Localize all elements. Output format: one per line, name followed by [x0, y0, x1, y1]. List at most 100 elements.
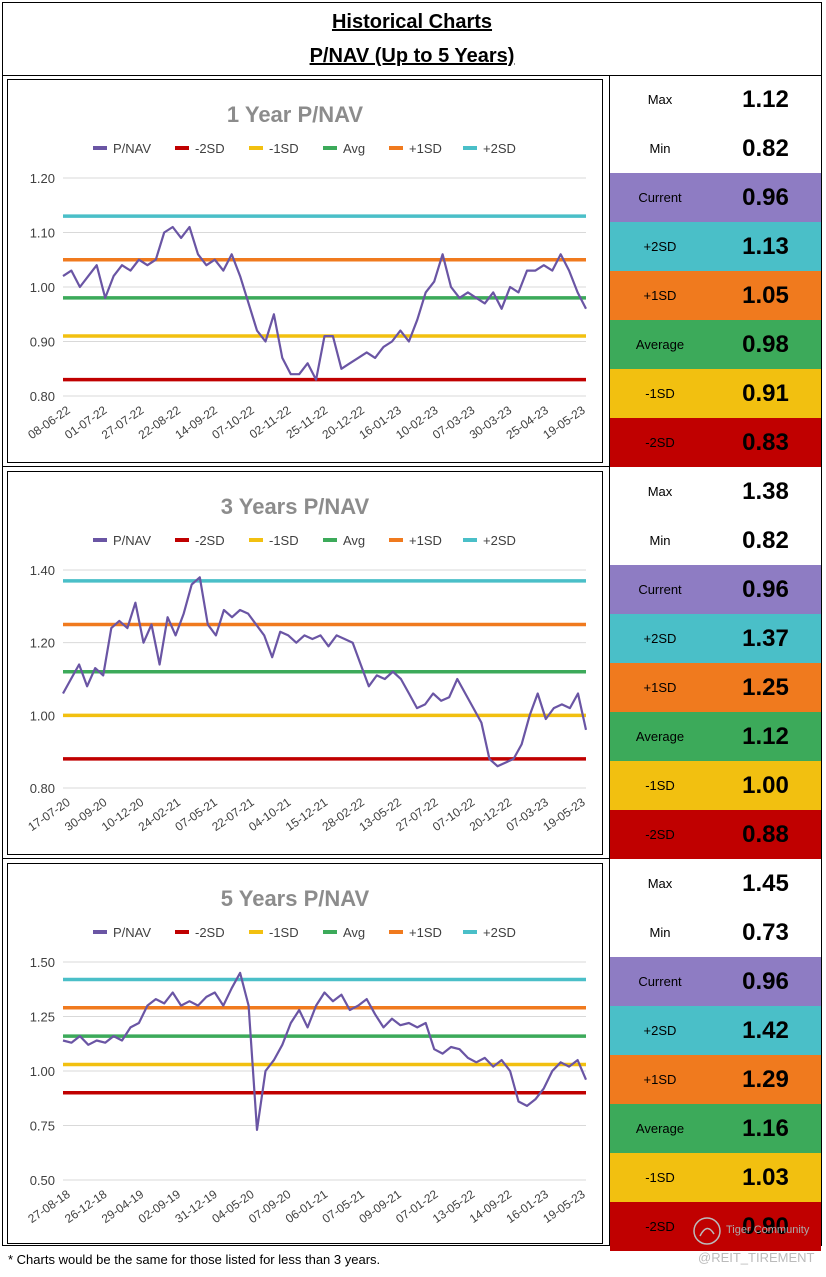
stat-row--1sd: +1SD 1.25 — [610, 663, 821, 712]
y-tick-label: 1.10 — [30, 226, 55, 241]
chart-title: 3 Years P/NAV — [221, 494, 370, 519]
stat-value: 0.98 — [742, 331, 789, 358]
pnav-line — [62, 576, 588, 768]
stat-label: Average — [635, 729, 685, 744]
section-5y: 5 Years P/NAV P/NAV -2SD -1SD Avg +1SD +2SD 0.5… — [3, 859, 821, 1251]
stat-label: Average — [635, 1121, 685, 1136]
chart-3y: 3 Years P/NAV P/NAV -2SD -1SD Avg +1SD +2SD 0.8… — [7, 471, 603, 855]
stat-value: 1.05 — [742, 282, 789, 309]
stat-value: 1.42 — [742, 1017, 789, 1044]
stat-value: 1.45 — [742, 870, 789, 897]
stat-value: 1.12 — [742, 723, 789, 750]
legend-label: +2SD — [483, 533, 516, 548]
stat-label: Current — [638, 190, 682, 205]
legend-label: -2SD — [195, 141, 225, 156]
stat-label: +1SD — [643, 680, 677, 695]
x-tick-label: 19-05-23 — [540, 795, 588, 834]
stat-label: -1SD — [645, 1170, 675, 1185]
stat-value: 0.82 — [742, 527, 789, 554]
chart-1y: 1 Year P/NAV P/NAV -2SD -1SD Avg +1SD +2SD 0.80… — [7, 79, 603, 463]
stat-label: +2SD — [643, 239, 677, 254]
x-tick-label: 19-05-23 — [540, 403, 588, 442]
pnav-line — [62, 971, 588, 1131]
y-tick-label: 1.00 — [30, 708, 55, 723]
stat-row-current: Current 0.96 — [610, 173, 821, 222]
section-3y: 3 Years P/NAV P/NAV -2SD -1SD Avg +1SD +2SD 0.8… — [3, 467, 821, 859]
stat-row-min: Min 0.73 — [610, 908, 821, 957]
legend-label: P/NAV — [113, 141, 151, 156]
stat-value: 0.88 — [742, 821, 789, 848]
stat-row--1sd: -1SD 1.00 — [610, 761, 821, 810]
stat-row--2sd: -2SD 0.88 — [610, 810, 821, 859]
stat-row--1sd: -1SD 1.03 — [610, 1153, 821, 1202]
stat-label: Average — [635, 337, 685, 352]
stat-row-max: Max 1.12 — [610, 75, 821, 124]
legend-label: Avg — [343, 533, 365, 548]
stat-value: 0.96 — [742, 968, 789, 995]
stat-label: -2SD — [645, 435, 675, 450]
report-frame: Historical Charts P/NAV (Up to 5 Years) … — [2, 2, 822, 1251]
stat-label: Min — [649, 925, 671, 940]
stat-label: Current — [638, 582, 682, 597]
stats-panel-1y: Max 1.12 Min 0.82 Current 0.96 +2SD 1.13 +1SD 1.0… — [609, 75, 821, 467]
stat-row-min: Min 0.82 — [610, 516, 821, 565]
stat-row--1sd: +1SD 1.29 — [610, 1055, 821, 1104]
stat-label: -2SD — [645, 827, 675, 842]
stat-row-average: Average 0.98 — [610, 320, 821, 369]
chart-5y: 5 Years P/NAV P/NAV -2SD -1SD Avg +1SD +2SD 0.5… — [7, 863, 603, 1244]
stat-row-average: Average 1.16 — [610, 1104, 821, 1153]
stat-row--2sd: -2SD 0.83 — [610, 418, 821, 467]
legend-label: +1SD — [409, 141, 442, 156]
stat-row-max: Max 1.45 — [610, 859, 821, 908]
stat-value: 1.29 — [742, 1066, 789, 1093]
legend-label: +2SD — [483, 925, 516, 940]
stat-value: 0.96 — [742, 576, 789, 603]
report-subtitle: P/NAV (Up to 5 Years) — [309, 45, 515, 67]
stat-value: 1.25 — [742, 674, 789, 701]
pnav-line — [62, 225, 587, 381]
y-tick-label: 0.80 — [30, 389, 55, 404]
stat-row--2sd: +2SD 1.13 — [610, 222, 821, 271]
y-tick-label: 1.00 — [30, 1064, 55, 1079]
y-tick-label: 1.00 — [30, 280, 55, 295]
stat-row-max: Max 1.38 — [610, 467, 821, 516]
chart-title: 1 Year P/NAV — [227, 102, 363, 127]
stat-label: +1SD — [643, 288, 677, 303]
stat-row-min: Min 0.82 — [610, 124, 821, 173]
legend-label: +2SD — [483, 141, 516, 156]
stat-value: 0.90 — [742, 1213, 789, 1240]
stat-row--1sd: +1SD 1.05 — [610, 271, 821, 320]
legend-label: -1SD — [269, 925, 299, 940]
stat-label: +2SD — [643, 631, 677, 646]
stat-row--2sd: +2SD 1.37 — [610, 614, 821, 663]
y-tick-label: 1.40 — [30, 563, 55, 578]
stat-value: 0.96 — [742, 184, 789, 211]
stat-label: Max — [647, 876, 673, 891]
y-tick-label: 1.50 — [30, 955, 55, 970]
stat-value: 1.03 — [742, 1164, 789, 1191]
stat-label: Current — [638, 974, 682, 989]
y-tick-label: 0.50 — [30, 1173, 55, 1188]
stat-label: Min — [649, 533, 671, 548]
stat-label: Min — [649, 141, 671, 156]
stat-label: Max — [647, 484, 673, 499]
stat-value: 1.00 — [742, 772, 789, 799]
stats-panel-3y: Max 1.38 Min 0.82 Current 0.96 +2SD 1.37 +1SD 1.2… — [609, 467, 821, 859]
legend-label: Avg — [343, 141, 365, 156]
stat-label: +2SD — [643, 1023, 677, 1038]
legend-label: P/NAV — [113, 925, 151, 940]
y-tick-label: 0.75 — [30, 1119, 55, 1134]
y-tick-label: 1.20 — [30, 171, 55, 186]
stat-value: 1.13 — [742, 233, 789, 260]
stat-row-current: Current 0.96 — [610, 957, 821, 1006]
stat-value: 1.38 — [742, 478, 789, 505]
tiger-logo-icon — [693, 1217, 721, 1245]
legend-label: -2SD — [195, 533, 225, 548]
stat-value: 1.37 — [742, 625, 789, 652]
section-1y: 1 Year P/NAV P/NAV -2SD -1SD Avg +1SD +2SD 0.80… — [3, 75, 821, 467]
legend-label: +1SD — [409, 533, 442, 548]
footnote: * Charts would be the same for those lis… — [8, 1252, 381, 1267]
chart-svg: 3 Years P/NAV P/NAV -2SD -1SD Avg +1SD +2SD 0.8… — [25, 494, 588, 834]
x-tick-label: 19-05-23 — [540, 1187, 588, 1226]
stat-row--1sd: -1SD 0.91 — [610, 369, 821, 418]
